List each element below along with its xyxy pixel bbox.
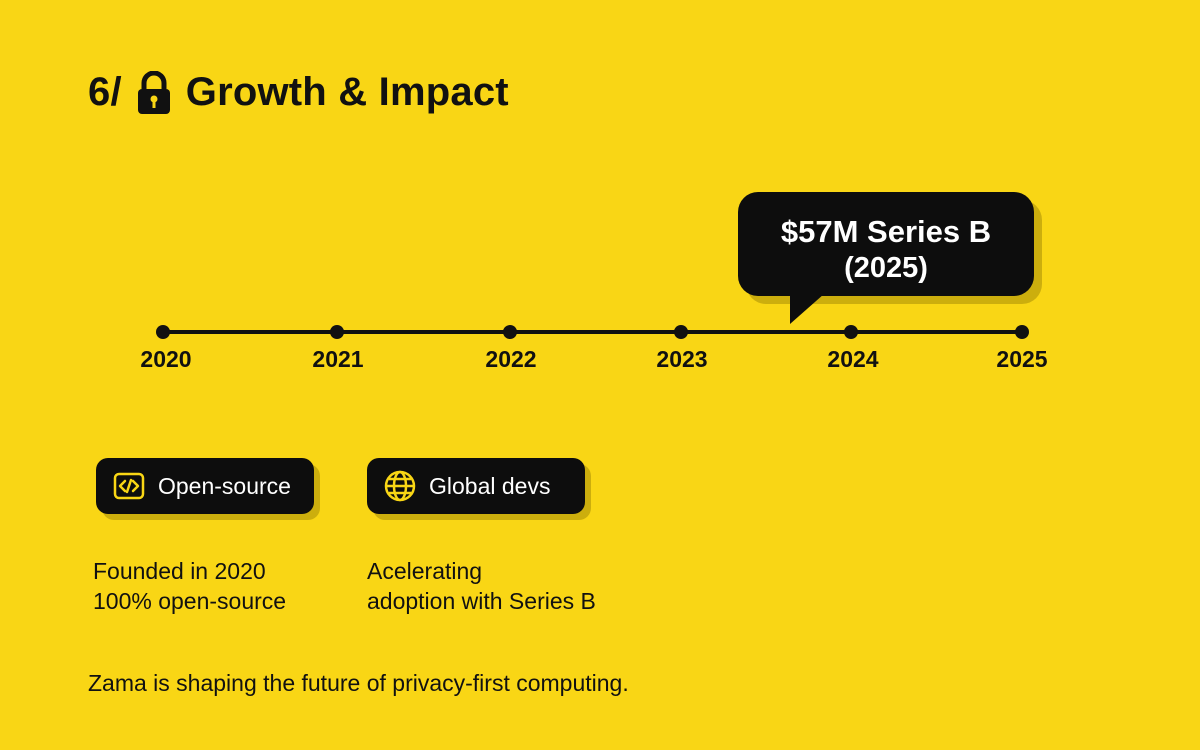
timeline-dot <box>330 325 344 339</box>
code-icon <box>112 469 146 503</box>
globe-icon <box>383 469 417 503</box>
adoption-note: Acelerating adoption with Series B <box>367 556 596 616</box>
slide-number: 6/ <box>88 70 122 114</box>
callout-year: (2025) <box>844 252 928 284</box>
timeline-dot <box>674 325 688 339</box>
global-devs-badge: Global devs <box>367 458 585 514</box>
timeline-year: 2021 <box>312 346 364 372</box>
timeline-dot <box>156 325 170 339</box>
timeline-year: 2024 <box>827 346 879 372</box>
open-source-badge: Open-source <box>96 458 314 514</box>
note-line: 100% open-source <box>93 588 287 614</box>
founding-note: Founded in 2020 100% open-source <box>93 556 286 616</box>
note-line: Acelerating <box>367 558 483 584</box>
timeline-year: 2020 <box>140 346 192 372</box>
timeline-line <box>163 330 1023 334</box>
badge-label: Open-source <box>158 472 291 499</box>
timeline-year: 2023 <box>656 346 708 372</box>
timeline-year: 2022 <box>485 346 537 372</box>
callout-tail <box>790 294 824 324</box>
callout-title: $57M Series B <box>780 214 992 249</box>
page-title: Growth & Impact <box>185 70 509 114</box>
lock-icon <box>134 70 174 115</box>
note-line: Founded in 2020 <box>93 558 266 584</box>
note-line: adoption with Series B <box>367 588 596 614</box>
timeline-year: 2025 <box>996 346 1048 372</box>
timeline-dot <box>503 325 517 339</box>
series-b-callout: $57M Series B (2025) <box>738 192 1034 324</box>
footer-text: Zama is shaping the future of privacy-fi… <box>88 670 629 696</box>
badge-label: Global devs <box>429 472 551 499</box>
timeline-dot <box>844 325 858 339</box>
timeline-dot <box>1015 325 1029 339</box>
page-title-row: 6/ Growth & Impact <box>88 70 509 115</box>
